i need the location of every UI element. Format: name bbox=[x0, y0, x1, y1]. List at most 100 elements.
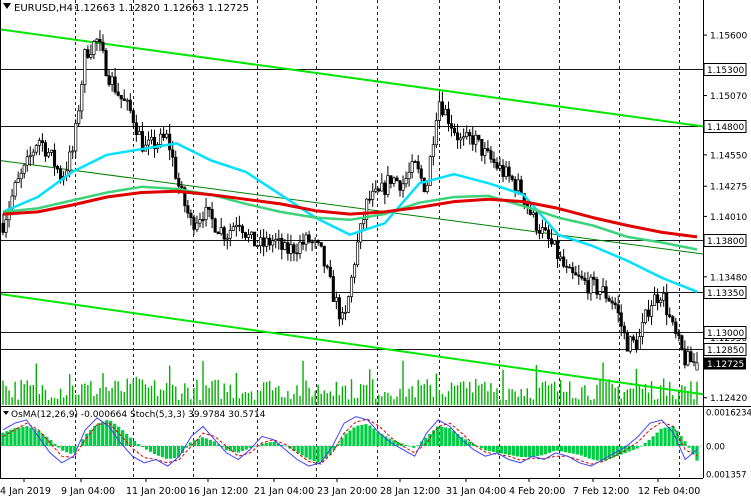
osma-bar bbox=[575, 445, 579, 455]
level-label: 1.13000 bbox=[707, 329, 744, 339]
candle-body bbox=[198, 219, 202, 224]
time-label: 7 Feb 12:00 bbox=[573, 486, 629, 497]
osma-bar bbox=[89, 429, 93, 446]
level-label-box bbox=[703, 326, 747, 339]
oscillator-axis-label: 0.00 bbox=[706, 442, 725, 452]
stoch-main-line bbox=[2, 416, 698, 467]
candle-body bbox=[271, 240, 275, 246]
osma-bar bbox=[476, 445, 480, 447]
osma-bar bbox=[352, 427, 356, 446]
candle-body bbox=[413, 161, 417, 163]
candle-body bbox=[386, 175, 390, 195]
osma-bar bbox=[639, 445, 643, 447]
candle-body bbox=[589, 276, 593, 294]
level-label-box bbox=[703, 286, 747, 299]
osma-bar bbox=[655, 432, 659, 446]
candle-body bbox=[462, 136, 466, 139]
osma-bar bbox=[416, 445, 420, 446]
candle-body bbox=[92, 41, 96, 55]
candle-body bbox=[459, 137, 463, 141]
candle-body bbox=[410, 161, 414, 173]
level-label: 1.13800 bbox=[707, 237, 744, 247]
osma-bar bbox=[495, 445, 500, 453]
candle-body bbox=[192, 217, 196, 230]
candle-body bbox=[637, 336, 641, 350]
candle-body bbox=[365, 198, 369, 220]
moving-average-line bbox=[2, 185, 698, 251]
osma-bar bbox=[400, 443, 404, 446]
candle-body bbox=[256, 245, 260, 247]
candle-body bbox=[16, 178, 20, 183]
candle-body bbox=[316, 240, 320, 243]
osma-bar bbox=[216, 444, 220, 446]
candle-body bbox=[540, 227, 544, 234]
osma-bar bbox=[356, 425, 360, 446]
osma-bar bbox=[440, 426, 444, 446]
candle-body bbox=[25, 156, 29, 166]
osma-bar bbox=[101, 421, 105, 446]
time-label: 31 Jan 04:00 bbox=[446, 486, 506, 497]
candle-body bbox=[195, 222, 199, 230]
osma-bar bbox=[9, 429, 13, 446]
candle-body bbox=[89, 54, 93, 58]
osma-bar bbox=[487, 445, 492, 452]
candle-body bbox=[404, 178, 408, 185]
osma-bar bbox=[109, 420, 113, 446]
osma-bar bbox=[428, 433, 432, 446]
osma-bar bbox=[53, 443, 57, 446]
channel-upper-line bbox=[0, 28, 704, 128]
candle-body bbox=[446, 108, 451, 125]
triangle-down-icon[interactable] bbox=[3, 411, 9, 415]
candle-body bbox=[346, 296, 351, 313]
candle-body bbox=[343, 312, 348, 314]
candle-body bbox=[516, 179, 520, 192]
candle-body bbox=[383, 182, 387, 195]
candle-body bbox=[225, 237, 229, 240]
osma-bar bbox=[607, 445, 611, 460]
time-axis[interactable]: 4 Jan 2019 9 Jan 04:00 11 Jan 20:00 16 Jan … bbox=[0, 478, 700, 497]
osma-bar bbox=[57, 445, 61, 448]
osma-bar bbox=[547, 445, 552, 453]
candle-body bbox=[671, 316, 675, 323]
candle-body bbox=[456, 132, 460, 141]
candle-body bbox=[268, 237, 272, 246]
candle-body bbox=[252, 231, 257, 247]
candle-body bbox=[240, 225, 244, 233]
osma-bar bbox=[519, 445, 524, 458]
candle-body bbox=[149, 136, 154, 141]
osma-bar bbox=[611, 445, 615, 458]
candle-body bbox=[580, 275, 584, 279]
osma-bar bbox=[460, 437, 464, 446]
candle-body bbox=[583, 277, 587, 281]
triangle-down-icon[interactable] bbox=[3, 3, 11, 9]
candle-body bbox=[174, 156, 178, 179]
osma-bar bbox=[559, 445, 563, 452]
candle-body bbox=[613, 302, 617, 306]
osma-bar bbox=[13, 428, 17, 446]
candle-body bbox=[483, 148, 487, 156]
candle-body bbox=[277, 238, 281, 240]
current-price-box bbox=[704, 357, 746, 370]
candle-body bbox=[249, 231, 254, 236]
osma-bar bbox=[129, 437, 133, 446]
candle-body bbox=[213, 218, 217, 233]
osma-bar bbox=[164, 445, 169, 459]
candle-body bbox=[298, 241, 302, 254]
candle-body bbox=[380, 182, 384, 192]
candle-body bbox=[140, 130, 144, 152]
osma-bar bbox=[452, 431, 456, 446]
osma-bar bbox=[204, 438, 209, 446]
osma-bar bbox=[168, 445, 173, 459]
candle-body bbox=[328, 266, 332, 277]
osma-bar bbox=[567, 445, 571, 453]
time-label: 11 Jan 20:00 bbox=[126, 486, 186, 497]
osma-bar bbox=[268, 442, 272, 446]
candle-body bbox=[398, 180, 402, 191]
price-axis[interactable]: 1.15600 1.15070 1.14550 1.14275 1.14010 1.134… bbox=[703, 32, 751, 481]
osma-bar bbox=[292, 445, 296, 451]
candle-body bbox=[183, 187, 187, 207]
osma-bar bbox=[384, 436, 388, 446]
price-level-lines bbox=[0, 69, 703, 350]
